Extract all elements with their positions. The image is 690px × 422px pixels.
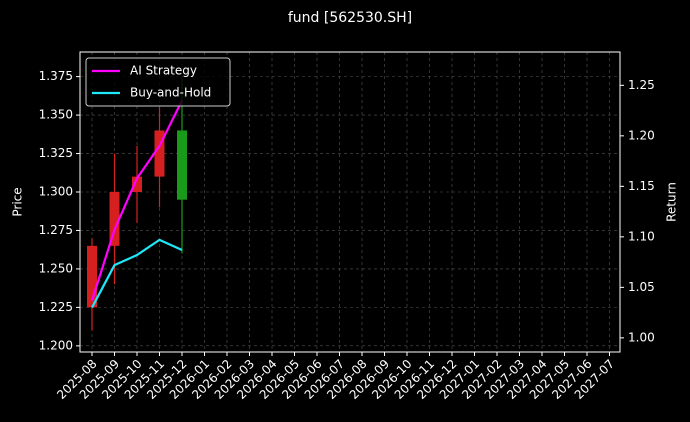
y2-tick-label: 1.00: [628, 330, 655, 344]
y-tick-label: 1.225: [39, 300, 73, 314]
series-line: [90, 99, 183, 301]
y-tick-label: 1.350: [39, 108, 73, 122]
chart-title: fund [562530.SH]: [288, 10, 412, 26]
legend-box: [85, 57, 231, 107]
y2-axis-label: Return: [665, 182, 679, 222]
y2-tick-label: 1.05: [628, 280, 655, 294]
y2-tick-label: 1.15: [628, 179, 655, 193]
y-tick-label: 1.275: [39, 223, 73, 237]
y-tick-label: 1.375: [39, 69, 73, 83]
candle-body: [87, 245, 97, 308]
y2-tick-label: 1.25: [628, 78, 655, 92]
y-tick-label: 1.325: [39, 146, 73, 160]
y2-tick-label: 1.20: [628, 128, 655, 142]
y-axis-label: Price: [11, 187, 25, 216]
candle-body: [177, 130, 187, 200]
y2-tick-label: 1.10: [628, 229, 655, 243]
plot-frame: [79, 51, 621, 353]
candle-body: [132, 176, 142, 192]
legend-label: Buy-and-Hold: [130, 86, 211, 100]
y-tick-label: 1.200: [39, 338, 73, 352]
y-tick-label: 1.300: [39, 185, 73, 199]
candle-body: [109, 192, 120, 246]
candle-body: [154, 130, 165, 177]
legend-label: AI Strategy: [130, 64, 197, 78]
y-tick-label: 1.250: [39, 261, 73, 275]
series-line: [91, 238, 183, 309]
